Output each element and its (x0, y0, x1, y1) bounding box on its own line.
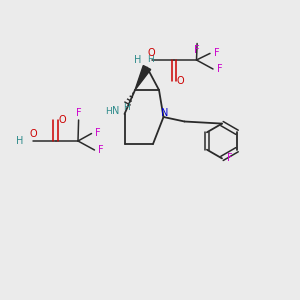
Text: H: H (147, 56, 154, 64)
Text: H: H (134, 55, 142, 65)
Text: O: O (148, 48, 155, 59)
Text: F: F (95, 128, 101, 139)
Polygon shape (135, 65, 151, 90)
Text: N: N (112, 106, 119, 116)
Text: F: F (227, 153, 232, 164)
Text: H: H (16, 136, 23, 146)
Text: F: F (76, 108, 81, 118)
Text: F: F (217, 64, 222, 74)
Text: O: O (29, 129, 37, 140)
Text: O: O (177, 76, 184, 86)
Text: O: O (58, 115, 66, 125)
Text: F: F (98, 145, 104, 155)
Text: F: F (194, 45, 200, 55)
Text: H: H (105, 106, 111, 116)
Text: F: F (214, 48, 219, 59)
Text: H: H (123, 103, 129, 112)
Text: N: N (161, 107, 169, 118)
